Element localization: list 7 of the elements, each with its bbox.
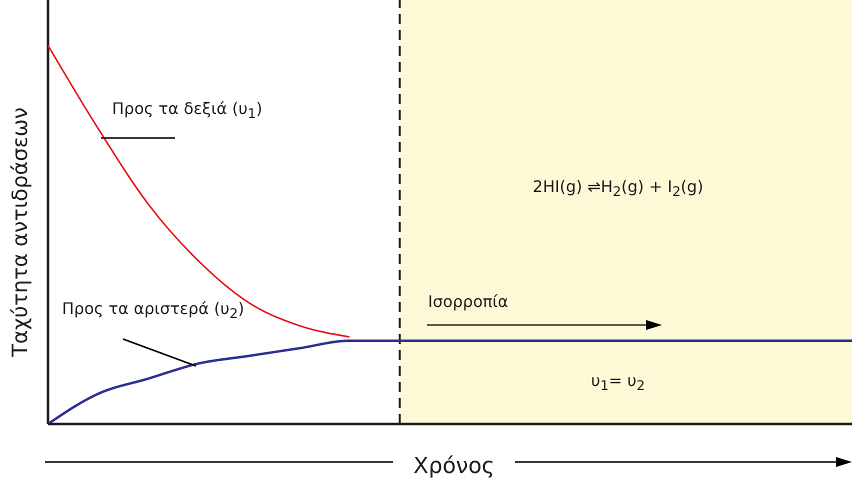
x-axis-title: Χρόνος	[413, 453, 495, 479]
series-label: Προς τα δεξιά (υ$_{1}$)	[112, 98, 262, 124]
y-axis-title: Ταχύτητα αντιδράσεων	[8, 106, 33, 359]
annotation: 2HI(g) ⇌H$_{2}$(g) + I$_{2}$(g)	[532, 176, 704, 202]
annotation: Ισορροπία	[428, 291, 508, 313]
annotation: υ$_{1}$= υ$_{2}$	[591, 370, 645, 396]
text: Προς τα αριστερά (υ$_{2}$)	[62, 298, 246, 324]
